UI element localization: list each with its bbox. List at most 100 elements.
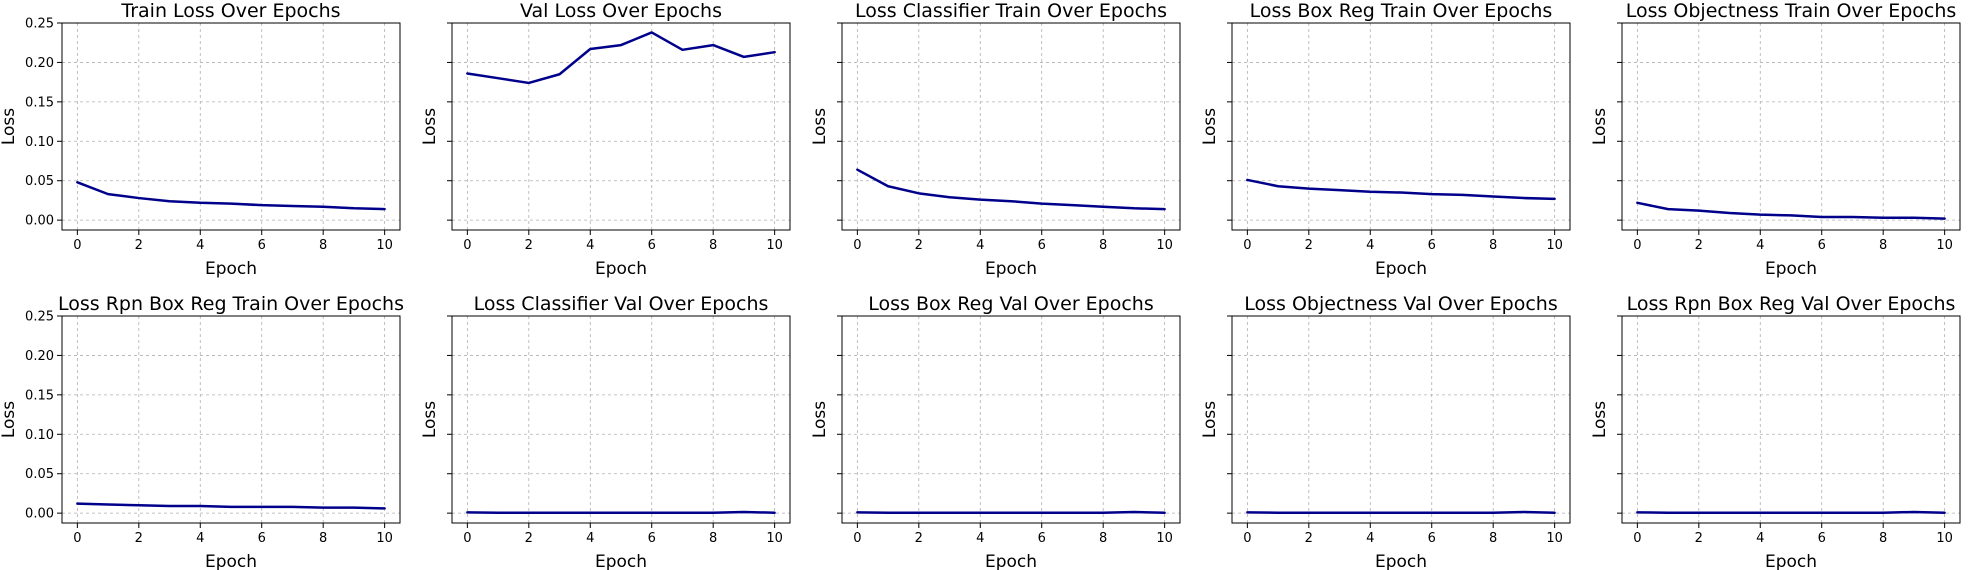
- x-tick-label: 8: [1489, 238, 1497, 253]
- plot-frame: [841, 22, 1181, 231]
- y-axis-label: Loss: [810, 108, 830, 145]
- x-tick-label: 8: [1489, 531, 1497, 546]
- plot-frame: [841, 315, 1181, 524]
- x-tick-label: 0: [73, 238, 81, 253]
- x-tick-label: 8: [709, 531, 717, 546]
- x-tick-label: 8: [1099, 238, 1107, 253]
- x-tick-label: 10: [1546, 531, 1563, 546]
- y-tick-label: 0.20: [25, 56, 54, 71]
- grid: [62, 315, 400, 523]
- y-tick-label: 0.20: [25, 349, 54, 364]
- y-tick-label: 0.15: [25, 388, 54, 403]
- x-axis-label: Epoch: [595, 259, 647, 279]
- plot-frame: [451, 315, 791, 524]
- y-tick-label: 0.10: [25, 135, 54, 150]
- y-tick-label: 0.00: [25, 507, 54, 522]
- x-tick-label: 10: [1156, 238, 1173, 253]
- series-line: [466, 510, 776, 514]
- x-axis-label: Epoch: [985, 552, 1037, 570]
- chart-title: Train Loss Over Epochs: [120, 0, 340, 22]
- x-tick-label: 2: [525, 531, 533, 546]
- chart-title: Loss Rpn Box Reg Val Over Epochs: [1627, 293, 1956, 315]
- x-tick-label: 2: [135, 531, 143, 546]
- grid: [1232, 315, 1570, 523]
- y-tick-label: 0.15: [25, 95, 54, 110]
- x-tick-label: 0: [463, 531, 471, 546]
- x-tick-label: 4: [976, 238, 984, 253]
- plot-frame: [61, 22, 401, 231]
- plot-frame: [1231, 315, 1571, 524]
- chart-title: Loss Classifier Val Over Epochs: [474, 293, 769, 315]
- chart-title: Loss Classifier Train Over Epochs: [855, 0, 1167, 22]
- grid: [842, 22, 1180, 230]
- grid: [452, 315, 790, 523]
- x-axis-label: Epoch: [595, 552, 647, 570]
- x-tick-label: 4: [586, 531, 594, 546]
- x-tick-label: 10: [1546, 238, 1563, 253]
- x-tick-label: 0: [1633, 238, 1641, 253]
- x-tick-label: 8: [1879, 238, 1887, 253]
- plot-frame: [451, 22, 791, 231]
- chart-panel: 0 2 4 6 8 10 Loss Rpn Box Reg Val Over Epochs E…: [1590, 293, 1961, 570]
- x-axis-label: Epoch: [1375, 259, 1427, 279]
- x-tick-label: 0: [1243, 238, 1251, 253]
- x-axis-label: Epoch: [1765, 552, 1817, 570]
- series-line: [76, 181, 386, 211]
- x-tick-label: 0: [853, 238, 861, 253]
- y-axis-label: Loss: [0, 108, 19, 145]
- series-line: [1636, 510, 1946, 514]
- x-tick-label: 4: [1756, 238, 1764, 253]
- series-line: [856, 510, 1166, 514]
- x-tick-label: 0: [853, 531, 861, 546]
- x-tick-label: 10: [766, 531, 783, 546]
- chart-title: Loss Box Reg Val Over Epochs: [868, 293, 1154, 315]
- x-tick-label: 2: [135, 238, 143, 253]
- x-tick-label: 2: [915, 531, 923, 546]
- y-tick-label: 0.05: [25, 174, 54, 189]
- x-tick-label: 2: [915, 238, 923, 253]
- x-axis-label: Epoch: [205, 259, 257, 279]
- x-tick-label: 4: [196, 531, 204, 546]
- y-tick-label: 0.00: [25, 214, 54, 229]
- x-tick-label: 4: [196, 238, 204, 253]
- x-tick-label: 6: [258, 238, 266, 253]
- chart-title: Loss Objectness Val Over Epochs: [1244, 293, 1557, 315]
- plot-frame: [1231, 22, 1571, 231]
- series-line: [466, 31, 776, 85]
- x-tick-label: 8: [1099, 531, 1107, 546]
- series-line: [1246, 510, 1556, 514]
- x-tick-label: 0: [1633, 531, 1641, 546]
- x-axis-label: Epoch: [1765, 259, 1817, 279]
- x-tick-label: 2: [525, 238, 533, 253]
- x-tick-label: 4: [586, 238, 594, 253]
- x-tick-label: 4: [1756, 531, 1764, 546]
- grid: [1622, 22, 1960, 230]
- x-tick-label: 2: [1695, 531, 1703, 546]
- y-axis-label: Loss: [1590, 108, 1610, 145]
- x-tick-label: 0: [463, 238, 471, 253]
- x-tick-label: 6: [258, 531, 266, 546]
- x-tick-label: 6: [1428, 238, 1436, 253]
- y-tick-label: 0.25: [25, 17, 54, 32]
- chart-panel: 0 2 4 6 8 10 Loss Objectness Val Over Epochs Ep…: [1200, 293, 1571, 570]
- x-tick-label: 10: [376, 238, 393, 253]
- chart-panel: 0 2 4 6 8 10 Loss Box Reg Train Over Epochs Epo…: [1200, 0, 1571, 279]
- x-tick-label: 10: [766, 238, 783, 253]
- x-tick-label: 8: [319, 238, 327, 253]
- plot-frame: [61, 315, 401, 524]
- x-tick-label: 10: [1936, 238, 1953, 253]
- chart-panel: 0 2 4 6 8 10 Val Loss Over Epochs Epoch Loss: [420, 0, 791, 279]
- x-tick-label: 6: [1818, 238, 1826, 253]
- x-tick-label: 8: [1879, 531, 1887, 546]
- x-tick-label: 2: [1305, 531, 1313, 546]
- y-tick-label: 0.25: [25, 310, 54, 325]
- y-tick-label: 0.05: [25, 467, 54, 482]
- x-tick-label: 0: [73, 531, 81, 546]
- chart-title: Loss Objectness Train Over Epochs: [1626, 0, 1957, 22]
- x-tick-label: 6: [1038, 531, 1046, 546]
- x-tick-label: 2: [1695, 238, 1703, 253]
- x-tick-label: 6: [1818, 531, 1826, 546]
- plot-frame: [1621, 315, 1961, 524]
- x-tick-label: 10: [376, 531, 393, 546]
